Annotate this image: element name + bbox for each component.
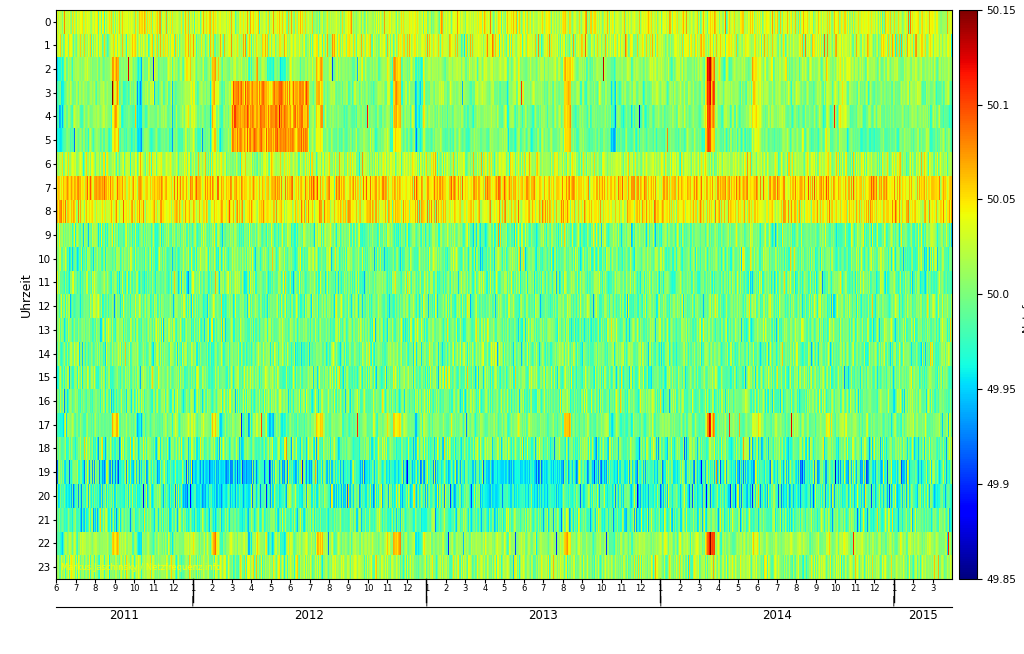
Text: |: | — [190, 596, 195, 606]
Y-axis label: Netzfrequenz: Netzfrequenz — [1022, 257, 1024, 332]
Text: |: | — [425, 596, 428, 606]
Text: Markus Jaschinsky / Netzfrequenz.info: Markus Jaschinsky / Netzfrequenz.info — [60, 563, 221, 572]
Text: |: | — [892, 596, 896, 606]
Text: |: | — [658, 596, 662, 606]
Y-axis label: Uhrzeit: Uhrzeit — [20, 272, 34, 317]
